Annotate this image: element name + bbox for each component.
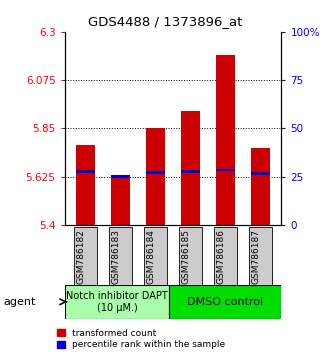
Bar bbox=[74, 227, 97, 285]
Bar bbox=[146, 129, 165, 225]
Bar bbox=[179, 227, 202, 285]
Text: GDS4488 / 1373896_at: GDS4488 / 1373896_at bbox=[88, 15, 243, 28]
Text: GSM786183: GSM786183 bbox=[112, 229, 120, 285]
Bar bbox=[111, 177, 130, 225]
Bar bbox=[251, 172, 270, 175]
Text: GSM786186: GSM786186 bbox=[216, 229, 225, 285]
Bar bbox=[76, 170, 95, 173]
Bar bbox=[249, 227, 272, 285]
Bar bbox=[109, 227, 132, 285]
Bar bbox=[216, 56, 235, 225]
Bar bbox=[251, 148, 270, 225]
Bar bbox=[144, 227, 167, 285]
Bar bbox=[169, 285, 281, 319]
Bar bbox=[181, 170, 200, 173]
Bar bbox=[214, 227, 237, 285]
Bar bbox=[76, 145, 95, 225]
Bar bbox=[181, 111, 200, 225]
Text: DMSO control: DMSO control bbox=[187, 297, 263, 307]
Text: GSM786185: GSM786185 bbox=[181, 229, 190, 285]
Bar bbox=[65, 285, 169, 319]
Bar bbox=[216, 169, 235, 171]
Text: GSM786184: GSM786184 bbox=[146, 229, 156, 284]
Text: GSM786182: GSM786182 bbox=[76, 229, 85, 284]
Text: agent: agent bbox=[3, 297, 36, 307]
Bar bbox=[111, 175, 130, 178]
Legend: transformed count, percentile rank within the sample: transformed count, percentile rank withi… bbox=[58, 329, 225, 349]
Text: Notch inhibitor DAPT
(10 μM.): Notch inhibitor DAPT (10 μM.) bbox=[66, 291, 168, 313]
Text: GSM786187: GSM786187 bbox=[251, 229, 260, 285]
Bar bbox=[146, 171, 165, 174]
